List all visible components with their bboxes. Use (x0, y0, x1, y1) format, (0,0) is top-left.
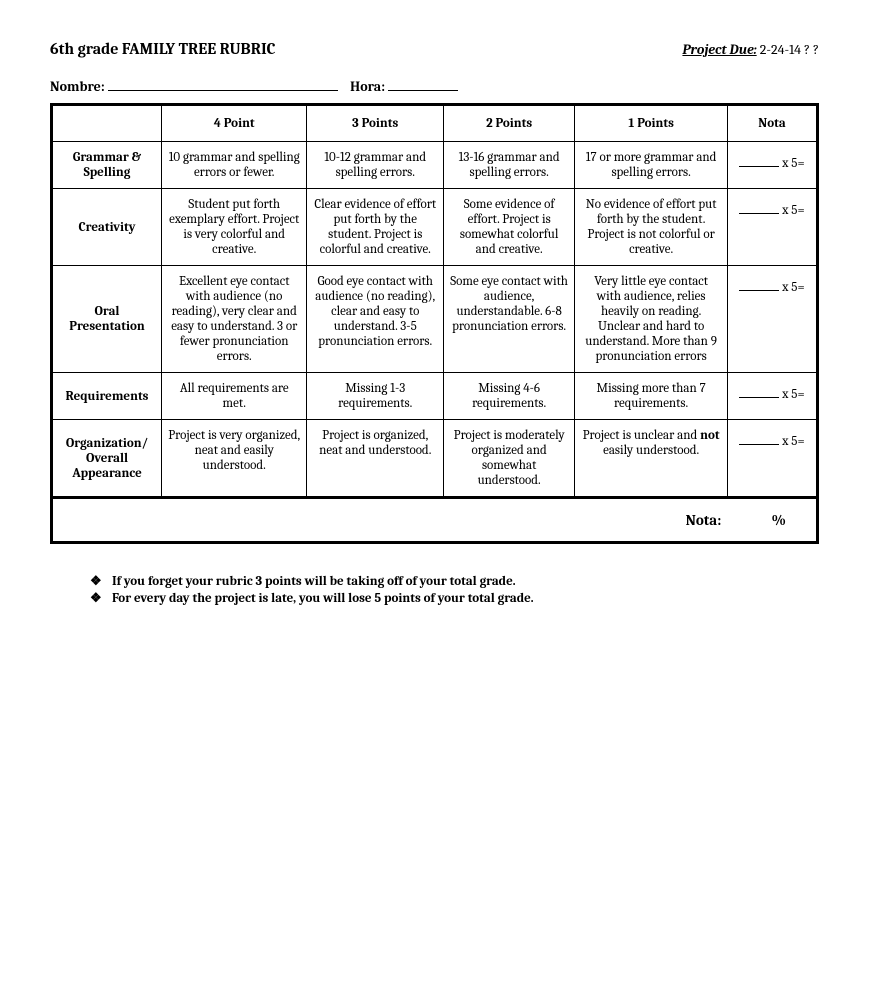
note-line: ❖ For every day the project is late, you … (90, 591, 819, 606)
nota-cell: x 5= (728, 189, 818, 266)
note-line: ❖ If you forget your rubric 3 points will… (90, 574, 819, 589)
due-block: Project Due: 2-24-14 ? ? (682, 41, 819, 58)
rubric-cell: 10-12 grammar and spelling errors. (307, 142, 444, 189)
rubric-cell: 17 or more grammar and spelling errors. (575, 142, 728, 189)
hora-label: Hora: (350, 78, 385, 95)
due-date: 2-24-14 ? ? (760, 41, 819, 58)
rubric-cell: Missing more than 7 requirements. (575, 373, 728, 420)
rubric-cell: Some eye contact with audience, understa… (444, 266, 575, 373)
rubric-cell: 10 grammar and spelling errors or fewer. (162, 142, 307, 189)
total-row: Nota: % (50, 499, 819, 544)
hora-blank[interactable] (388, 90, 458, 91)
nota-suffix: x 5= (779, 280, 804, 295)
nota-cell: x 5= (728, 266, 818, 373)
due-label: Project Due: (682, 41, 756, 58)
total-label: Nota: (686, 511, 722, 529)
header-row: 6th grade FAMILY TREE RUBRIC Project Due… (50, 40, 819, 58)
nota-cell: x 5= (728, 142, 818, 189)
name-row: Nombre: Hora: (50, 78, 819, 95)
bullet-icon: ❖ (90, 591, 104, 606)
total-percent: % (771, 511, 786, 529)
rubric-cell: Good eye contact with audience (no readi… (307, 266, 444, 373)
row-label: Grammar & Spelling (52, 142, 162, 189)
col-header: 3 Points (307, 105, 444, 142)
nota-suffix: x 5= (779, 156, 804, 171)
rubric-cell: Student put forth exemplary effort. Proj… (162, 189, 307, 266)
table-row: Grammar & Spelling10 grammar and spellin… (52, 142, 818, 189)
col-header: 1 Points (575, 105, 728, 142)
note-text: For every day the project is late, you w… (112, 591, 534, 606)
table-row: Oral PresentationExcellent eye contact w… (52, 266, 818, 373)
rubric-cell: 13-16 grammar and spelling errors. (444, 142, 575, 189)
name-label: Nombre: (50, 78, 105, 95)
row-label: Requirements (52, 373, 162, 420)
notes-block: ❖ If you forget your rubric 3 points will… (50, 574, 819, 606)
rubric-table: 4 Point 3 Points 2 Points 1 Points Nota … (50, 103, 819, 499)
nota-blank[interactable] (739, 290, 779, 291)
nota-blank[interactable] (739, 397, 779, 398)
rubric-cell: All requirements are met. (162, 373, 307, 420)
col-header: 4 Point (162, 105, 307, 142)
nota-blank[interactable] (739, 213, 779, 214)
row-label: Organization/ Overall Appearance (52, 420, 162, 498)
table-row: RequirementsAll requirements are met.Mis… (52, 373, 818, 420)
nota-cell: x 5= (728, 420, 818, 498)
rubric-cell: Excellent eye contact with audience (no … (162, 266, 307, 373)
rubric-cell: Missing 4-6 requirements. (444, 373, 575, 420)
nota-cell: x 5= (728, 373, 818, 420)
note-text: If you forget your rubric 3 points will … (112, 574, 516, 589)
rubric-cell: Some evidence of effort. Project is some… (444, 189, 575, 266)
col-header: 2 Points (444, 105, 575, 142)
page-title: 6th grade FAMILY TREE RUBRIC (50, 40, 276, 58)
row-label: Creativity (52, 189, 162, 266)
row-label: Oral Presentation (52, 266, 162, 373)
header-row: 4 Point 3 Points 2 Points 1 Points Nota (52, 105, 818, 142)
name-blank[interactable] (108, 90, 338, 91)
nota-suffix: x 5= (779, 203, 804, 218)
header-empty (52, 105, 162, 142)
rubric-cell: Project is very organized, neat and easi… (162, 420, 307, 498)
bullet-icon: ❖ (90, 574, 104, 589)
col-header: Nota (728, 105, 818, 142)
nota-blank[interactable] (739, 166, 779, 167)
nota-blank[interactable] (739, 444, 779, 445)
rubric-cell: Project is organized, neat and understoo… (307, 420, 444, 498)
nota-suffix: x 5= (779, 434, 804, 449)
rubric-cell: Clear evidence of effort put forth by th… (307, 189, 444, 266)
rubric-cell: Project is moderately organized and some… (444, 420, 575, 498)
rubric-cell: Missing 1-3 requirements. (307, 373, 444, 420)
table-row: Organization/ Overall AppearanceProject … (52, 420, 818, 498)
rubric-cell: No evidence of effort put forth by the s… (575, 189, 728, 266)
rubric-cell: Very little eye contact with audience, r… (575, 266, 728, 373)
nota-suffix: x 5= (779, 387, 804, 402)
rubric-cell: Project is unclear and not easily unders… (575, 420, 728, 498)
table-row: CreativityStudent put forth exemplary ef… (52, 189, 818, 266)
